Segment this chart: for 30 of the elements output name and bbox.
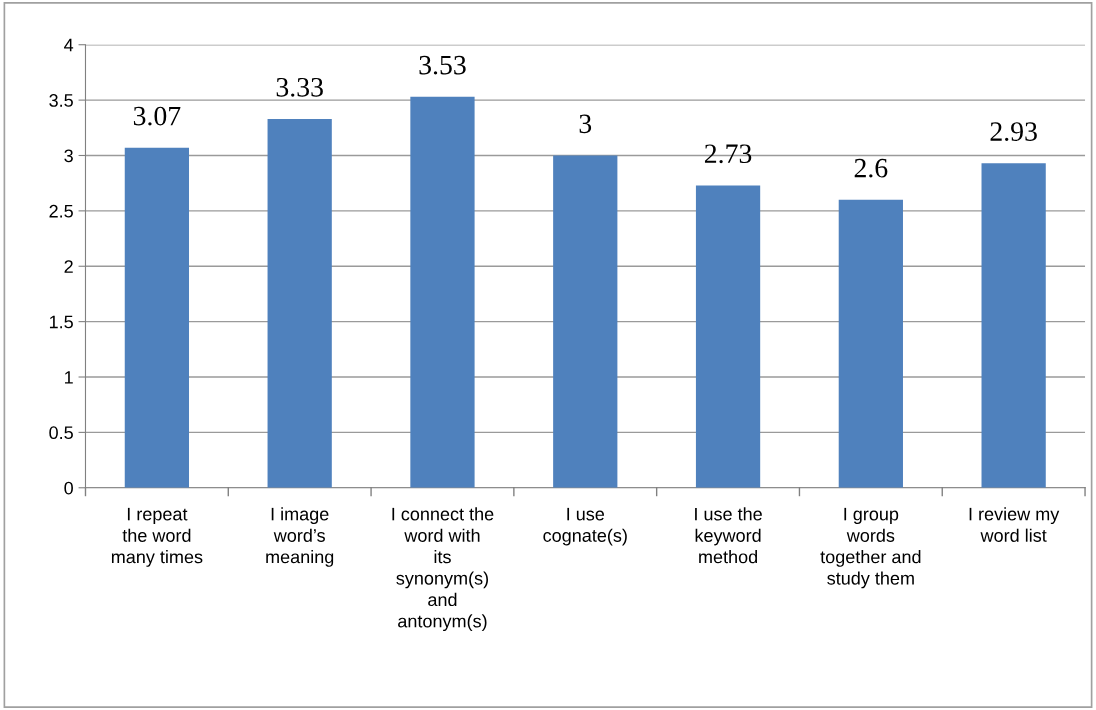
data-label: 2.73	[704, 144, 752, 164]
bar	[124, 147, 190, 488]
x-tick-label: I use the keyword method	[695, 507, 762, 564]
y-tick-label: 2	[64, 260, 73, 273]
bar	[838, 199, 903, 488]
data-label: 3.33	[276, 77, 323, 97]
y-tick-label: 4	[64, 38, 74, 52]
data-label: 3	[579, 114, 592, 134]
x-tick-label: I group words together and study them	[820, 507, 921, 589]
y-tick-label: 2.5	[49, 204, 73, 218]
data-label: 2.93	[990, 122, 1037, 142]
x-tick-label: I image word’s meaning	[266, 507, 334, 567]
bar	[553, 155, 618, 488]
bar	[410, 96, 475, 488]
y-tick-label: 1.5	[49, 315, 73, 329]
bar	[981, 163, 1046, 488]
data-label: 2.6	[854, 158, 888, 178]
y-tick-label: 3	[64, 149, 73, 163]
x-tick-label: I repeat the word many times	[111, 507, 203, 567]
bar	[695, 185, 761, 488]
y-tick-label: 1	[65, 371, 73, 384]
bar	[267, 118, 332, 488]
x-tick-label: I use cognate(s)	[543, 507, 627, 546]
x-tick-label: I connect the word with its synonym(s) and antonym(s)	[392, 507, 494, 632]
y-tick-label: 0.5	[49, 426, 73, 440]
data-label: 3.53	[419, 55, 466, 75]
y-tick-label: 0	[64, 481, 73, 495]
data-label: 3.07	[133, 106, 181, 126]
y-tick-label: 3.5	[49, 94, 73, 107]
x-tick-label: I review my word list	[969, 507, 1060, 542]
